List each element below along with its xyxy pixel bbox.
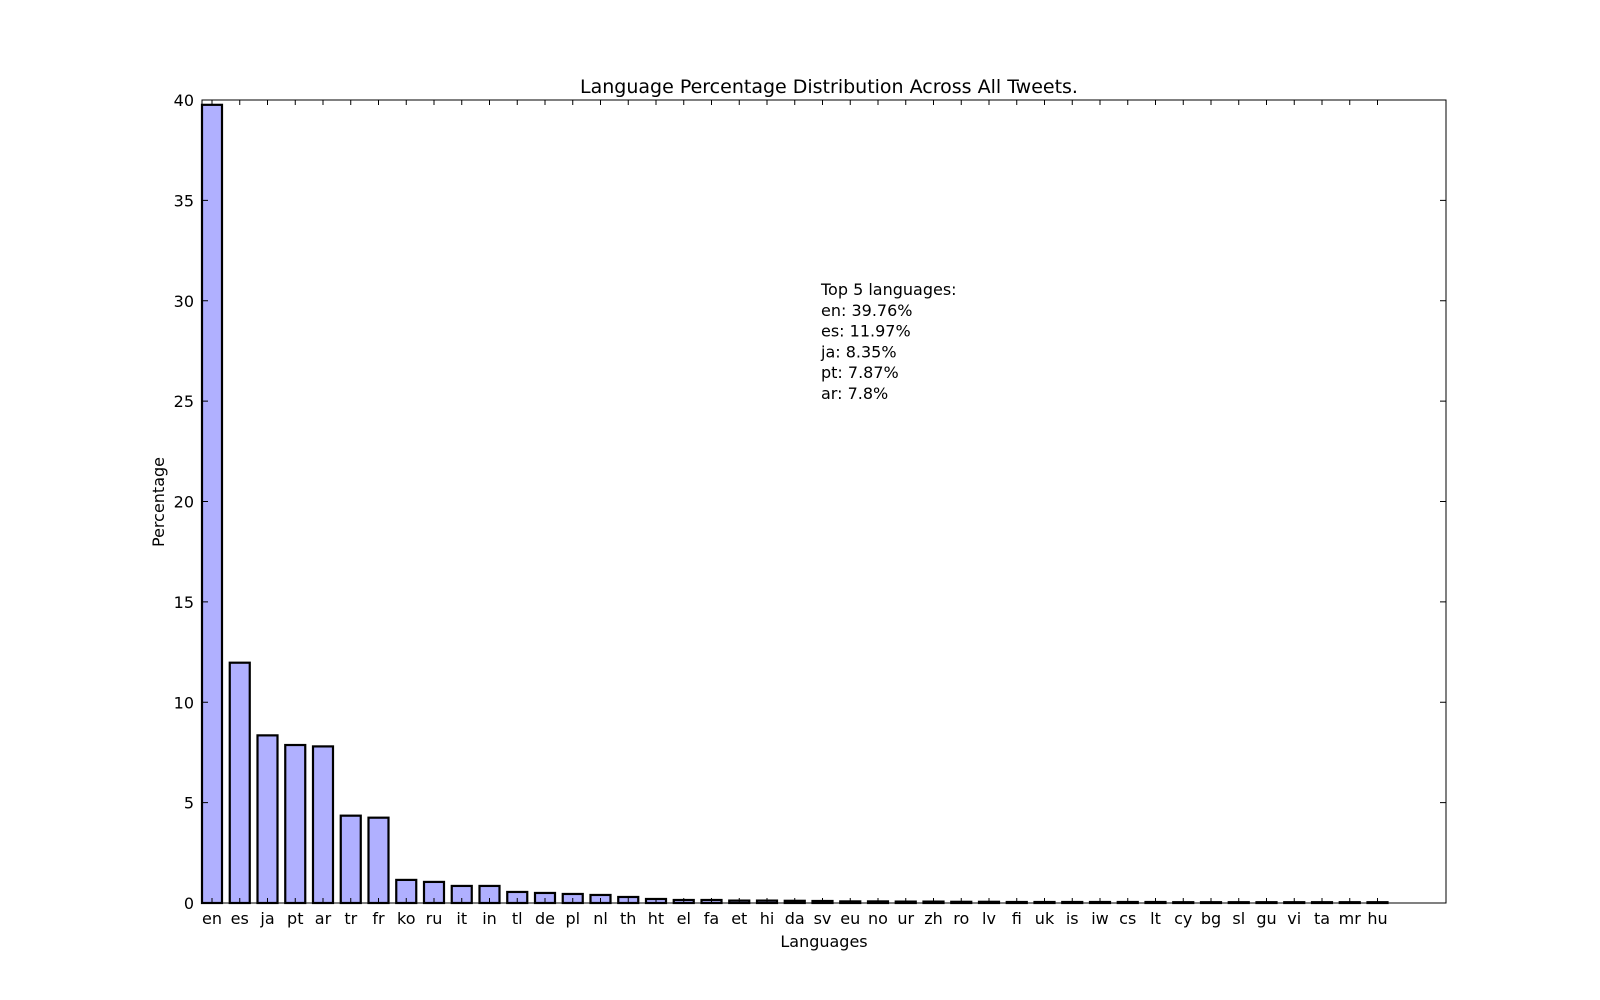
x-tick-label-fa: fa [704,909,719,928]
x-tick-label-mr: mr [1339,909,1362,928]
x-tick-label-ta: ta [1314,909,1330,928]
x-tick-label-pt: pt [287,909,303,928]
x-tick-label-ht: ht [648,909,664,928]
x-tick-label-ko: ko [397,909,415,928]
y-tick-label-35: 35 [174,191,194,210]
top-languages-annotation: Top 5 languages: en: 39.76% es: 11.97%ja: … [820,280,957,403]
x-tick-label-hi: hi [760,909,775,928]
annotation-line: en: 39.76% [821,301,912,320]
x-tick-label-in: in [482,909,497,928]
x-tick-label-lt: lt [1150,909,1161,928]
bar-en [200,103,224,905]
y-tick-label-25: 25 [174,392,194,411]
x-tick-label-tl: tl [512,909,523,928]
x-tick-label-gu: gu [1256,909,1276,928]
y-tick-label-15: 15 [174,593,194,612]
y-tick-label-0: 0 [184,894,194,913]
bar-ja [256,734,279,905]
y-tick-label-10: 10 [174,693,194,712]
x-tick-label-ar: ar [315,909,332,928]
x-axis-title: Languages [780,932,867,951]
y-axis-title: Percentage [149,457,168,547]
x-tick-label-vi: vi [1287,909,1301,928]
x-tick-label-no: no [868,909,888,928]
bar-pt [284,743,307,905]
x-tick-label-hu: hu [1367,909,1387,928]
y-tick-label-20: 20 [174,493,194,512]
x-tick-label-cy: cy [1174,909,1192,928]
x-tick-label-sl: sl [1232,909,1245,928]
y-tick-label-30: 30 [174,292,194,311]
plot-frame [201,99,1447,904]
x-tick-label-is: is [1066,909,1079,928]
bar-fr [367,816,390,905]
x-tick-label-da: da [785,909,805,928]
bars-layer [200,103,1389,905]
x-tick-label-zh: zh [924,909,943,928]
x-tick-label-ja: ja [259,909,274,928]
x-tick-label-ur: ur [897,909,914,928]
y-tick-label-5: 5 [184,794,194,813]
annotation-line: ar: 7.8% [821,384,888,403]
chart-title: Language Percentage Distribution Across … [580,76,1078,98]
x-tick-label-it: it [456,909,467,928]
x-tick-label-ru: ru [426,909,443,928]
x-tick-label-eu: eu [840,909,860,928]
x-tick-label-iw: iw [1091,909,1109,928]
annotation-line: Top 5 languages: [820,280,957,299]
y-tick-label-40: 40 [174,91,194,110]
x-tick-label-sv: sv [814,909,832,928]
y-tick-labels: 0 5 10 15 20 25 30 35 40 [174,91,194,913]
annotation-line: es: 11.97% [821,322,911,341]
annotation-line: ja: 8.35% [820,342,897,361]
x-tick-label-es: es [231,909,249,928]
bar-es [228,661,251,905]
x-tick-label-fr: fr [372,909,385,928]
x-tick-label-de: de [535,909,555,928]
x-tick-label-el: el [677,909,691,928]
x-tick-label-lv: lv [982,909,996,928]
x-tick-label-th: th [620,909,636,928]
x-tick-label-et: et [731,909,747,928]
x-tick-label-bg: bg [1201,909,1221,928]
x-tick-labels: en es ja pt ar tr fr ko ru it in tl de pl nl th ht el fa et… [202,909,1388,928]
x-tick-label-fi: fi [1012,909,1022,928]
x-tick-label-cs: cs [1119,909,1136,928]
x-tick-label-uk: uk [1035,909,1055,928]
x-tick-label-en: en [202,909,222,928]
annotation-line: pt: 7.87% [821,363,899,382]
x-tick-label-tr: tr [344,909,357,928]
bar-tr [339,814,362,905]
x-tick-label-ro: ro [953,909,969,928]
ticks-layer [202,99,1446,904]
bar-ar [311,745,335,905]
x-tick-label-pl: pl [565,909,580,928]
x-tick-label-nl: nl [593,909,608,928]
